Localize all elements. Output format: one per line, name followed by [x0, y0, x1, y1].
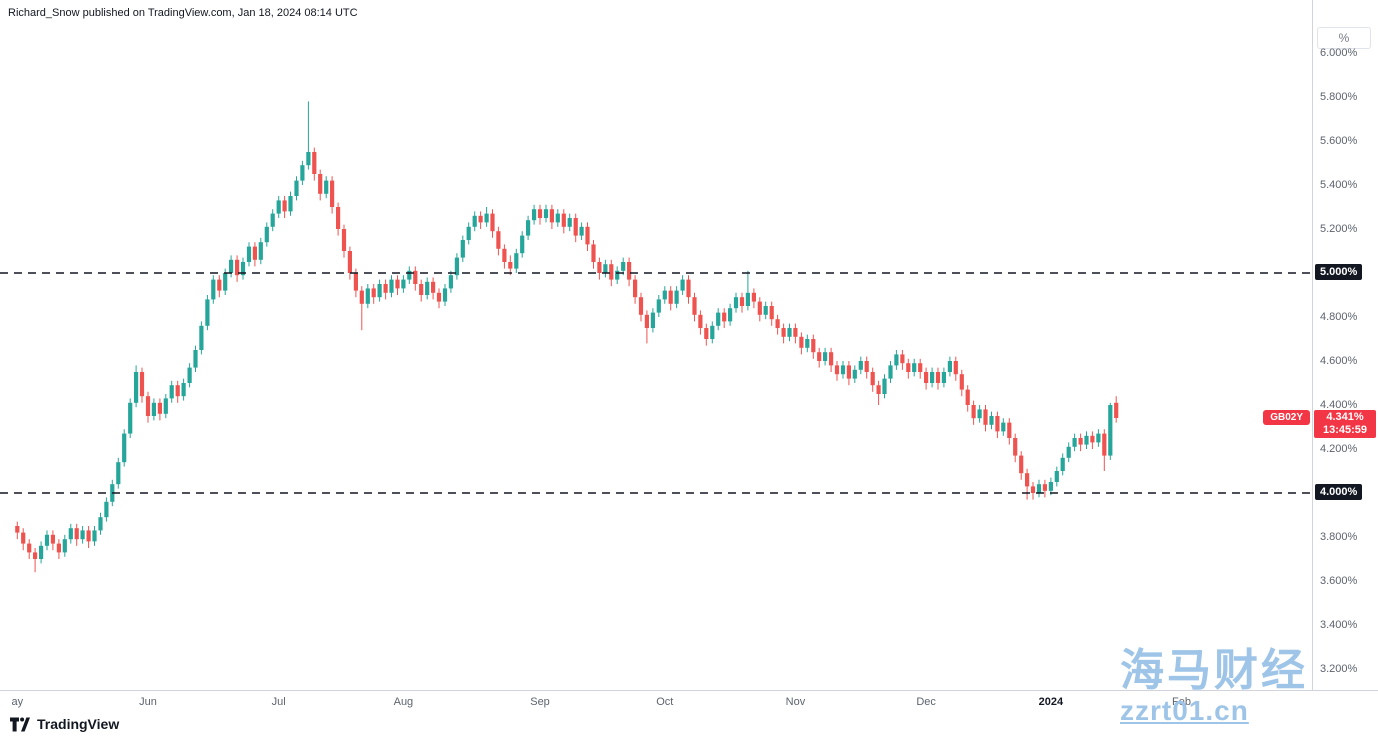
x-axis-tick: ay [11, 696, 24, 708]
y-axis-tick: 3.600% [1320, 575, 1358, 587]
y-axis-tick: 3.800% [1320, 531, 1358, 543]
x-axis-tick: Oct [656, 696, 674, 708]
y-axis-tick: 4.800% [1320, 311, 1358, 323]
level-price-badge: 4.000% [1315, 484, 1363, 500]
y-axis-tick: 3.400% [1320, 619, 1358, 631]
chart-canvas[interactable] [0, 0, 1312, 690]
level-price-badge: 5.000% [1315, 264, 1363, 280]
x-axis-tick: Jul [271, 696, 286, 708]
publish-attribution: Richard_Snow published on TradingView.co… [8, 7, 358, 19]
candlestick-chart[interactable] [0, 0, 1312, 690]
x-axis-tick: 2024 [1038, 696, 1064, 708]
y-axis-tick: 4.200% [1320, 443, 1358, 455]
y-axis-tick: 5.800% [1320, 91, 1358, 103]
tradingview-logo-text: TradingView [37, 716, 120, 732]
x-axis-tick: Jun [139, 696, 157, 708]
price-scale[interactable]: % 4.341% 13:45:59 6.000% 5.800% 5.600% 5.40… [1312, 0, 1378, 690]
x-axis-tick: Sep [530, 696, 550, 708]
tradingview-logo-icon [10, 717, 30, 731]
y-axis-tick: 5.200% [1320, 223, 1358, 235]
time-scale[interactable]: ay Jun Jul Aug Sep Oct Nov Dec 2024 Feb [0, 690, 1378, 715]
x-axis-tick: Aug [393, 696, 414, 708]
symbol-label: GB02Y [1263, 409, 1310, 425]
y-axis-tick: 5.400% [1320, 179, 1358, 191]
y-axis-tick: 6.000% [1320, 47, 1358, 59]
last-price-value: 4.341% [1326, 410, 1364, 423]
session-countdown: 13:45:59 [1322, 423, 1368, 436]
y-axis-tick: 3.200% [1320, 663, 1358, 675]
x-axis-tick: Nov [785, 696, 806, 708]
tradingview-logo[interactable]: TradingView [10, 716, 119, 732]
y-axis-tick: 4.600% [1320, 355, 1358, 367]
x-axis-tick: Dec [916, 696, 936, 708]
y-axis-tick: 4.400% [1320, 399, 1358, 411]
x-axis-tick: Feb [1172, 696, 1192, 708]
last-price-badge: 4.341% 13:45:59 [1314, 409, 1376, 438]
y-axis-tick: 5.600% [1320, 135, 1358, 147]
price-scale-unit-button[interactable]: % [1317, 27, 1371, 49]
